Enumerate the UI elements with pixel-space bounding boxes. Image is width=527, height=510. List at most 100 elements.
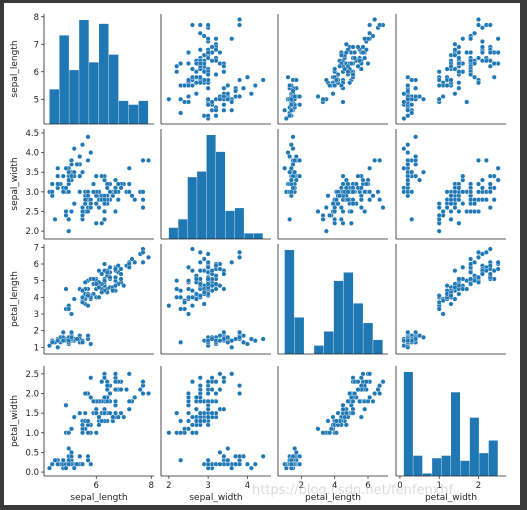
cell-petal_width-vs-petal_length-point: [367, 371, 373, 377]
cell-sepal_length-vs-sepal_width-point: [209, 44, 215, 50]
cell-sepal_length-vs-petal_length-point: [342, 66, 348, 72]
cell-petal_width-vs-sepal_width-point: [237, 383, 243, 389]
cell-sepal_width-vs-sepal_width-hist-bar: [253, 233, 263, 239]
cell-sepal_width-vs-petal_width-point: [452, 189, 458, 195]
cell-sepal_length-vs-sepal_width-point: [178, 61, 184, 67]
cell-sepal_length-vs-petal_width-point: [401, 115, 407, 121]
cell-petal_width-vs-sepal_length-point: [145, 391, 151, 397]
cell-sepal_length-vs-sepal_width-point: [248, 91, 254, 97]
cell-petal_length-vs-sepal_length-point: [96, 268, 102, 274]
cell-petal_width-vs-sepal_width-point: [189, 422, 195, 428]
cell-sepal_length-vs-sepal_width-point: [166, 96, 172, 102]
cell-sepal_width-vs-sepal_length-point: [88, 150, 94, 156]
cell-sepal_width-vs-sepal_length-point: [140, 197, 146, 203]
cell-sepal_width-vs-petal_length-point: [332, 205, 338, 211]
cell-sepal_length-vs-petal_width-point: [436, 69, 442, 75]
cell-sepal_length-vs-petal_width-point: [476, 16, 482, 22]
cell-petal_length-vs-sepal_width-point: [237, 249, 243, 255]
cell-petal_length-vs-sepal_width-point: [201, 256, 207, 262]
cell-sepal_length-vs-petal_length-point: [343, 41, 349, 47]
cell-sepal_width-vs-sepal_width-hist-bar: [216, 151, 226, 239]
cell-sepal_width-vs-sepal_length-point: [68, 173, 74, 179]
cell-sepal_length-vs-petal_width-point: [436, 82, 442, 88]
cell-petal_width-vs-sepal_width-point: [217, 461, 223, 467]
cell-petal_width-vs-sepal_width-point: [205, 398, 211, 404]
cell-petal_width-vs-sepal_length-point: [99, 418, 105, 424]
cell-sepal_width-vs-petal_length-point: [358, 197, 364, 203]
cell-petal_length-vs-petal_width-point: [436, 306, 442, 312]
cell-petal_width-vs-sepal_width-point: [197, 375, 203, 381]
cell-sepal_length-vs-petal_width-point: [452, 66, 458, 72]
cell-sepal_length-vs-sepal_width-point: [197, 22, 203, 28]
cell-sepal_width-vs-petal_length-point: [323, 228, 329, 234]
cell-petal_width-vs-sepal_length-point: [112, 398, 118, 404]
cell-petal_width-vs-sepal_width-point: [197, 383, 203, 389]
cell-sepal_length-vs-sepal_width-point: [189, 82, 195, 88]
cell-sepal_length-vs-sepal_width-point: [193, 91, 199, 97]
ytick-label-sepal_width: 4.0: [25, 149, 39, 159]
cell-sepal_length-vs-petal_length-point: [282, 107, 288, 113]
cell-sepal_width-vs-petal_width-point: [476, 189, 482, 195]
cell-petal_width-vs-sepal_width-point: [185, 418, 191, 424]
cell-sepal_length-vs-petal_length-point: [362, 55, 368, 61]
cell-sepal_width-vs-petal_width-point: [491, 197, 497, 203]
ytick-label-petal_length: 7: [34, 243, 39, 253]
cell-petal_length-vs-petal_width-point: [405, 338, 411, 344]
x-axis-label-petal_width: petal_width: [425, 493, 477, 503]
cell-petal_width-vs-sepal_length-point: [96, 422, 102, 428]
cell-sepal_length-vs-petal_width-point: [483, 58, 489, 64]
cell-petal_length-vs-sepal_width-point: [178, 306, 184, 312]
cell-petal_width-vs-sepal_length-point: [132, 394, 138, 400]
cell-petal_width-vs-sepal_width-point: [244, 461, 250, 467]
cell-sepal_width-vs-petal_width-point: [487, 173, 493, 179]
cell-petal_width-vs-sepal_length-point: [99, 379, 105, 385]
cell-sepal_length-vs-petal_width-point: [401, 91, 407, 97]
cell-petal_length-vs-sepal_width-point: [205, 264, 211, 270]
cell-sepal_width-vs-sepal_length-point: [140, 157, 146, 163]
cell-sepal_length-vs-petal_width-point: [409, 77, 415, 83]
cell-petal_length-vs-sepal_length-point: [107, 274, 113, 280]
cell-sepal_width-vs-sepal_length-point: [88, 201, 94, 207]
cell-sepal_length-vs-sepal_width-point: [205, 22, 211, 28]
cell-petal_length-vs-petal_width-point: [421, 334, 427, 340]
cell-petal_width-vs-sepal_width-point: [217, 449, 223, 455]
cell-sepal_length-vs-sepal_width-point: [174, 69, 180, 75]
cell-petal_width-vs-sepal_width-point: [205, 391, 211, 397]
cell-petal_length-vs-sepal_width-point: [229, 344, 235, 350]
cell-sepal_width-vs-sepal_length-point: [99, 173, 105, 179]
cell-petal_length-vs-sepal_length-point: [112, 283, 118, 289]
cell-sepal_width-vs-sepal_length-point: [112, 177, 118, 183]
cell-sepal_width-vs-sepal_length-point: [90, 181, 96, 187]
cell-petal_length-vs-sepal_length-point: [60, 338, 66, 344]
cell-sepal_width-vs-sepal_length-point: [60, 173, 66, 179]
cell-sepal_width-vs-petal_length-point: [345, 189, 351, 195]
cell-sepal_length-vs-petal_length-point: [330, 91, 336, 97]
cell-sepal_width-vs-petal_width-point: [405, 161, 411, 167]
cell-sepal_length-vs-sepal_width-point: [237, 93, 243, 99]
cell-petal_length-vs-sepal_length-point: [132, 259, 138, 265]
cell-sepal_length-vs-sepal_width-point: [189, 22, 195, 28]
cell-petal_width-vs-petal_length-point: [377, 391, 383, 397]
cell-petal_width-vs-petal_width-hist-bar: [441, 455, 451, 476]
cell-sepal_length-vs-petal_length-point: [352, 55, 358, 61]
cell-sepal_length-vs-petal_width-point: [448, 77, 454, 83]
cell-sepal_width-vs-petal_length-point: [377, 157, 383, 163]
cell-petal_width-vs-petal_length-point: [372, 391, 378, 397]
cell-sepal_length-vs-petal_width-point: [495, 36, 501, 42]
cell-sepal_width-vs-petal_length-point: [375, 189, 381, 195]
cell-sepal_length-vs-petal_width-point: [452, 41, 458, 47]
cell-sepal_length-vs-sepal_width-point: [252, 82, 258, 88]
cell-petal_width-vs-sepal_length-point: [101, 394, 107, 400]
cell-petal_length-vs-sepal_length-point: [79, 294, 85, 300]
cell-petal_length-vs-petal_width-point: [444, 283, 450, 289]
cell-petal_width-vs-sepal_length-point: [77, 410, 83, 416]
cell-sepal_length-vs-petal_width-point: [456, 80, 462, 86]
cell-petal_width-vs-sepal_width-point: [185, 394, 191, 400]
cell-sepal_length-vs-petal_width-point: [487, 22, 493, 28]
cell-sepal_length-vs-petal_width-point: [440, 93, 446, 99]
cell-sepal_length-vs-sepal_length-hist-bar: [108, 54, 119, 124]
ytick-label-petal_width: 2.5: [25, 370, 39, 380]
cell-petal_length-vs-sepal_length-point: [118, 266, 124, 272]
cell-petal_length-vs-petal_width-point: [468, 256, 474, 262]
cell-petal_width-vs-sepal_width-point: [221, 453, 227, 459]
